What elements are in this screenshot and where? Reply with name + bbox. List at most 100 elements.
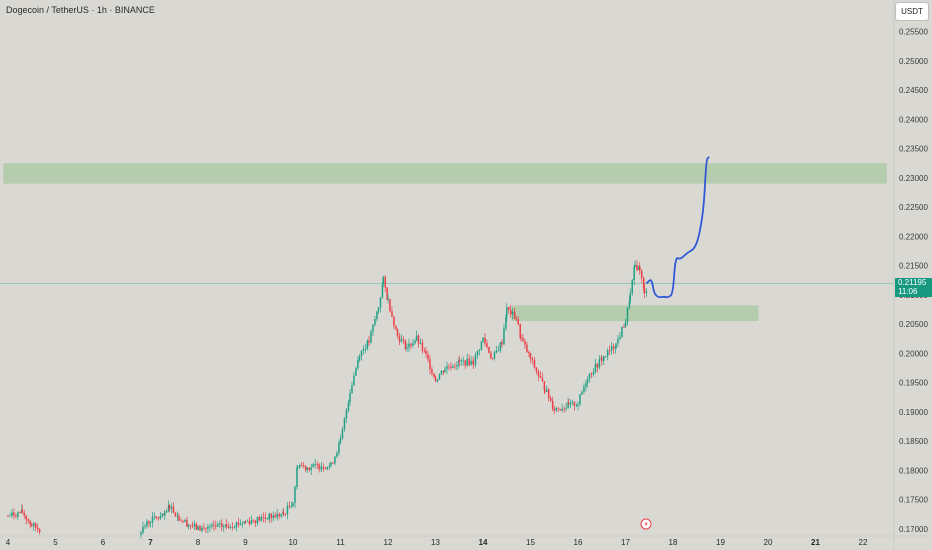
time-axis: 4 5 6 7 8 9 10 11 12 13 14 15 16 17 18 19 20 21 22 [6,538,868,547]
time-tick-label: 10 [289,538,298,547]
candle-body [484,337,486,344]
candle-body [431,369,433,374]
candle-body [328,465,331,467]
candle-body [621,326,623,337]
candle-body [482,337,484,342]
candle-body [272,515,274,518]
candle-body [222,526,225,528]
candle-body [248,521,251,525]
time-tick-label: 5 [53,538,58,547]
candle-body [577,404,579,406]
time-tick-label: 13 [431,538,440,547]
candle-body [391,311,393,317]
candle-body [379,297,382,308]
candle-body [161,513,164,516]
time-tick-label: 16 [574,538,583,547]
candle-body [466,358,468,366]
candle-body [252,520,255,521]
candle-body [526,344,528,352]
candle-body [507,307,510,310]
candle-body [617,339,619,344]
candle-body [9,515,11,517]
candle-body [575,405,578,407]
price-tick-label: 0.23000 [899,174,928,183]
candle-body [304,465,307,470]
candle-body [491,357,494,359]
candle-body [533,360,536,368]
candle-body [187,524,190,527]
candle-body [610,346,613,351]
candle-body [294,486,296,504]
candle-body [341,428,344,439]
candle-body [602,356,605,362]
time-tick-label: 15 [526,538,535,547]
candle-body [243,521,246,524]
candle-body [178,515,180,521]
candle-body [278,513,280,517]
candle-body [501,342,503,345]
candle-body [612,346,615,349]
candle-body [215,525,217,527]
candle-body [146,521,148,527]
candle-body [408,343,410,348]
candle-body [615,343,617,349]
candle-body [276,513,278,518]
candle-body [541,377,544,382]
candle-body [623,326,625,328]
candle-body [434,376,437,382]
candle-body [225,524,228,527]
candle-body [640,270,643,279]
candle-body [353,375,355,386]
candle-body [472,364,475,365]
candle-body [567,402,570,405]
candle-body [31,524,33,527]
candle-body [446,366,448,370]
candle-body [284,513,287,515]
candle-body [217,524,219,527]
candle-body [282,511,285,514]
candle-body [292,503,294,507]
price-axis: 0.25500 0.25000 0.24500 0.24000 0.23500 0.230… [899,28,928,534]
candle-body [629,293,631,302]
candle-body [452,366,454,368]
candle-body [579,394,581,405]
candle-body [312,463,314,468]
time-tick-label: 20 [764,538,773,547]
candle-body [417,335,420,344]
candle-body [332,462,334,464]
candle-body [583,386,585,392]
candle-body [366,340,369,349]
lightning-icon[interactable] [640,518,652,530]
price-tick-label: 0.19000 [899,408,928,417]
candle-body [400,339,403,342]
candle-body [324,468,327,469]
price-tick-label: 0.24500 [899,86,928,95]
candle-body [486,343,488,348]
candle-body [203,527,205,529]
candle-body [573,401,576,407]
candle-body [519,324,521,338]
candle-body [316,463,318,465]
candle-body [7,515,9,517]
candle-body [174,512,177,517]
candle-body [201,527,203,531]
candle-body [472,360,474,365]
candle-body [360,350,363,357]
candle-body [537,371,540,376]
candle-body [643,288,646,294]
candle-body [231,527,234,528]
candle-body [544,390,546,392]
candle-body [320,468,322,470]
candle-body [244,521,247,523]
candle-body [476,351,479,356]
currency-button[interactable]: USDT [895,2,929,21]
candle-body [522,337,524,342]
candle-body [642,278,645,289]
candle-body [440,370,443,375]
candle-body [458,359,460,366]
candle-body [343,418,346,429]
candle-body [197,526,199,530]
candle-body [384,276,386,288]
